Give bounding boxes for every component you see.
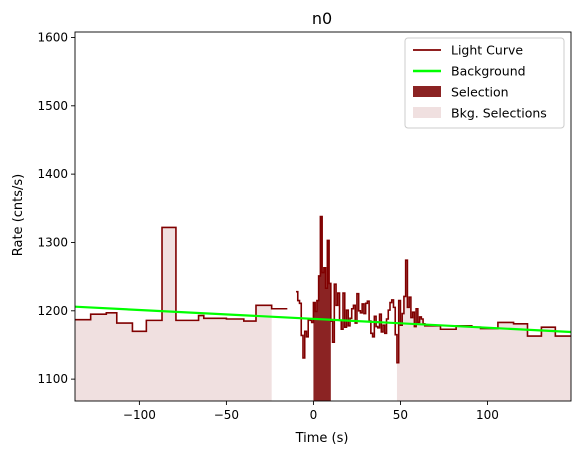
legend-label-2: Selection (451, 85, 509, 100)
axes: −100 −50 0 50 100 1100 1200 1300 1400 1500 1600 (37, 30, 572, 422)
x-tick-label: 100 (476, 408, 499, 422)
chart-title: n0 (312, 9, 332, 28)
legend: Light Curve Background Selection Bkg. Selec… (404, 37, 565, 129)
y-axis-label: Rate (cnts/s) (11, 174, 26, 257)
y-tick-label: 1300 (37, 235, 68, 249)
background-line (75, 305, 571, 334)
x-tick-label: −100 (123, 408, 156, 422)
legend-label-3: Bkg. Selections (451, 106, 547, 121)
y-tick-label: 1500 (37, 99, 68, 113)
plot-area (75, 215, 571, 401)
bkg-selection-fill-1 (396, 260, 571, 401)
legend-box (404, 37, 565, 129)
y-tick-label: 1100 (37, 372, 68, 386)
legend-swatch-3 (413, 107, 441, 118)
y-tick-label: 1600 (37, 30, 68, 44)
legend-label-1: Background (451, 64, 526, 79)
light-curve-line (75, 215, 571, 364)
x-tick-label: 0 (310, 408, 318, 422)
x-axis-label: Time (s) (295, 431, 349, 446)
legend-label-0: Light Curve (451, 43, 523, 58)
bkg-selection-fill-0 (75, 227, 272, 401)
y-tick-label: 1200 (37, 304, 68, 318)
legend-swatch-2 (413, 86, 441, 97)
x-tick-label: 50 (393, 408, 408, 422)
y-tick-label: 1400 (37, 167, 68, 181)
axes-frame (74, 31, 572, 402)
x-tick-label: −50 (214, 408, 239, 422)
plot-content (75, 215, 571, 401)
selection-fill (313, 216, 331, 401)
